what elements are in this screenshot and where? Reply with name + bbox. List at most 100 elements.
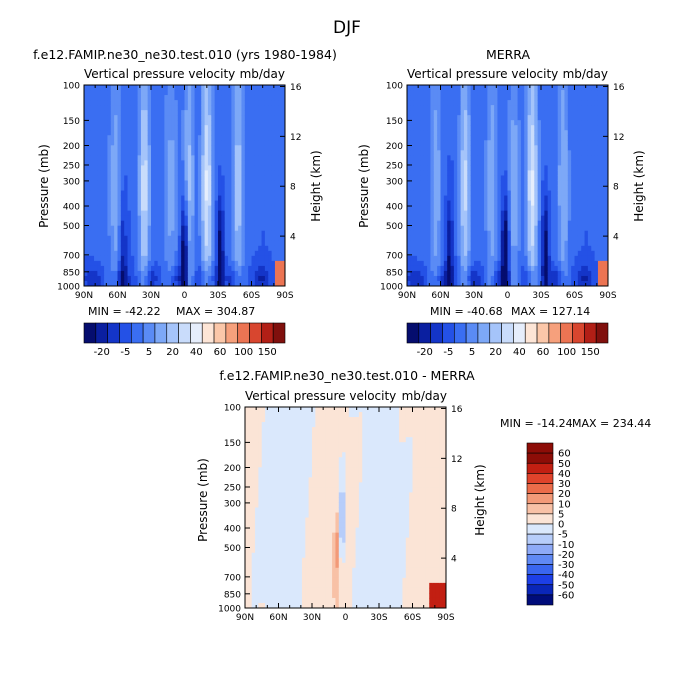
model-cell bbox=[127, 100, 132, 106]
model-cell bbox=[117, 165, 122, 171]
model-cell bbox=[187, 235, 192, 242]
obs-cell bbox=[423, 200, 428, 207]
model-cell bbox=[211, 270, 216, 277]
obs-cell bbox=[453, 195, 458, 202]
model-cell bbox=[224, 150, 229, 156]
obs-cell bbox=[530, 125, 535, 131]
model-cell bbox=[157, 255, 162, 262]
obs-cell bbox=[504, 210, 508, 217]
model-cell bbox=[177, 125, 182, 131]
model-cell bbox=[124, 125, 129, 131]
obs-cell bbox=[440, 135, 445, 141]
obs-cell bbox=[604, 200, 609, 207]
obs-cell bbox=[420, 220, 425, 227]
model-cell bbox=[251, 110, 256, 116]
obs-cell bbox=[427, 235, 431, 242]
model-cell bbox=[187, 200, 192, 207]
obs-cell bbox=[417, 110, 421, 116]
model-cell bbox=[248, 265, 252, 272]
obs-cell bbox=[587, 85, 592, 91]
model-cell bbox=[154, 115, 159, 121]
model-cell bbox=[187, 115, 192, 121]
model-cell bbox=[181, 265, 185, 272]
obs-cell bbox=[497, 215, 502, 222]
obs-cell bbox=[587, 100, 592, 106]
obs-cell bbox=[420, 200, 425, 207]
obs-cell bbox=[601, 190, 606, 197]
obs-cell bbox=[524, 235, 529, 242]
model-cell bbox=[134, 175, 139, 181]
model-cell bbox=[221, 205, 226, 212]
model-cell bbox=[207, 245, 212, 252]
obs-cell bbox=[547, 265, 552, 272]
model-cell bbox=[127, 185, 132, 192]
obs-cell bbox=[463, 235, 468, 242]
obs-cell bbox=[604, 195, 609, 202]
model-cell bbox=[241, 120, 246, 126]
obs-cell bbox=[510, 155, 515, 161]
model-cell bbox=[130, 280, 135, 287]
obs-cell bbox=[467, 240, 472, 247]
model-cell bbox=[147, 150, 152, 156]
obs-cell bbox=[447, 100, 452, 106]
obs-cell bbox=[530, 265, 535, 272]
model-cell bbox=[147, 280, 152, 287]
obs-cell bbox=[500, 130, 505, 136]
model-cell bbox=[241, 100, 246, 106]
model-cell bbox=[244, 95, 249, 101]
obs-cell bbox=[527, 95, 532, 101]
obs-cell bbox=[530, 140, 535, 146]
model-cell bbox=[154, 260, 159, 267]
obs-cell bbox=[504, 280, 508, 287]
obs-cell bbox=[584, 115, 589, 121]
obs-cell bbox=[517, 235, 522, 242]
obs-cell bbox=[480, 125, 485, 131]
model-cell bbox=[244, 125, 249, 131]
model-cell bbox=[204, 265, 209, 272]
model-cell bbox=[218, 100, 222, 106]
model-cell bbox=[171, 125, 175, 131]
model-cell bbox=[268, 180, 273, 186]
model-cell bbox=[164, 240, 169, 247]
obs-cell bbox=[437, 280, 441, 287]
model-cell bbox=[254, 150, 259, 156]
model-cell bbox=[137, 90, 142, 96]
model-cell bbox=[264, 130, 269, 136]
model-cell bbox=[244, 220, 249, 227]
model-cell bbox=[137, 270, 142, 277]
model-cell bbox=[264, 190, 269, 197]
model-cell bbox=[164, 125, 169, 131]
model-cell bbox=[201, 230, 206, 237]
model-cell bbox=[151, 265, 155, 272]
obs-cell bbox=[500, 170, 505, 176]
model-cell bbox=[137, 210, 142, 217]
model-cell bbox=[167, 95, 172, 101]
obs-cell bbox=[480, 160, 485, 166]
obs-cell bbox=[480, 225, 485, 232]
obs-cell bbox=[407, 205, 411, 212]
obs-ytick-label: 250 bbox=[386, 161, 403, 171]
obs-cell bbox=[541, 255, 545, 262]
model-cell bbox=[231, 105, 236, 111]
obs-cell bbox=[410, 170, 415, 176]
model-cell bbox=[130, 125, 135, 131]
obs-cell bbox=[490, 130, 495, 136]
model-cell bbox=[187, 215, 192, 222]
obs-cell bbox=[564, 235, 569, 242]
obs-cell bbox=[453, 235, 458, 242]
model-cell bbox=[117, 135, 122, 141]
obs-cell bbox=[463, 250, 468, 257]
obs-cell bbox=[520, 210, 525, 217]
model-cell bbox=[90, 245, 95, 252]
obs-cell bbox=[551, 95, 555, 101]
model-cell bbox=[274, 170, 279, 176]
model-cell bbox=[140, 190, 145, 197]
obs-cell bbox=[564, 90, 569, 96]
model-cell bbox=[204, 250, 209, 257]
obs-cell bbox=[577, 115, 582, 121]
obs-cell bbox=[544, 120, 549, 126]
obs-cell bbox=[487, 120, 492, 126]
obs-cell bbox=[554, 275, 559, 282]
model-cell bbox=[251, 220, 256, 227]
obs-cell bbox=[450, 85, 455, 91]
